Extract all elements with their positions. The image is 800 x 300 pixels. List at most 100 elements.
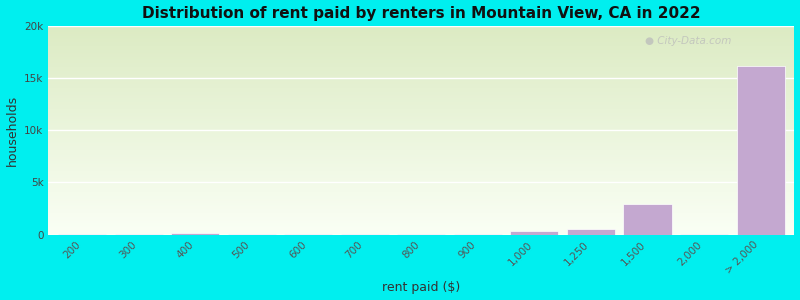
Bar <box>48 35 794 36</box>
Bar <box>284 234 332 235</box>
Bar <box>48 90 794 91</box>
Bar <box>48 58 794 59</box>
Bar <box>48 192 794 193</box>
Bar <box>48 142 794 143</box>
Bar <box>48 104 794 105</box>
Bar <box>48 75 794 76</box>
Bar <box>48 184 794 185</box>
Bar <box>737 65 785 235</box>
Bar <box>48 179 794 180</box>
Bar <box>48 189 794 190</box>
Bar <box>48 96 794 97</box>
Bar <box>48 134 794 135</box>
Bar <box>48 163 794 164</box>
Bar <box>48 65 794 66</box>
Bar <box>48 173 794 174</box>
Bar <box>48 82 794 83</box>
Bar <box>48 87 794 88</box>
Bar <box>48 136 794 137</box>
Bar <box>48 34 794 35</box>
Bar <box>48 64 794 65</box>
Bar <box>48 106 794 107</box>
Bar <box>48 224 794 225</box>
Bar <box>48 164 794 165</box>
Bar <box>48 122 794 123</box>
Bar <box>48 77 794 78</box>
Bar <box>48 29 794 30</box>
Bar <box>48 37 794 38</box>
Bar <box>48 67 794 68</box>
Bar <box>48 70 794 71</box>
Bar <box>48 180 794 181</box>
Bar <box>48 200 794 201</box>
Bar <box>48 152 794 153</box>
Bar <box>48 234 794 235</box>
Bar <box>48 229 794 230</box>
Bar <box>48 31 794 32</box>
Bar <box>48 54 794 55</box>
Bar <box>48 117 794 118</box>
Bar <box>48 161 794 162</box>
Bar <box>48 195 794 196</box>
Bar <box>48 138 794 139</box>
Bar <box>48 115 794 116</box>
Bar <box>48 112 794 113</box>
Bar <box>48 227 794 228</box>
Bar <box>680 234 728 235</box>
Bar <box>48 100 794 101</box>
Bar <box>48 42 794 43</box>
Bar <box>48 156 794 157</box>
Bar <box>48 30 794 31</box>
Bar <box>48 218 794 219</box>
Bar <box>48 231 794 232</box>
Bar <box>48 143 794 144</box>
Bar <box>48 114 794 115</box>
Bar <box>48 79 794 80</box>
Bar <box>48 151 794 152</box>
Bar <box>48 98 794 99</box>
Bar <box>48 118 794 119</box>
Bar <box>48 128 794 129</box>
Bar <box>48 202 794 203</box>
Bar <box>48 85 794 86</box>
Bar <box>48 207 794 208</box>
Bar <box>48 36 794 37</box>
Bar <box>48 44 794 45</box>
Bar <box>48 185 794 186</box>
Bar <box>48 108 794 109</box>
Bar <box>48 120 794 121</box>
Bar <box>48 172 794 173</box>
Bar <box>48 145 794 146</box>
Bar <box>48 221 794 222</box>
Bar <box>48 89 794 90</box>
Bar <box>48 208 794 209</box>
Bar <box>48 97 794 98</box>
Bar <box>48 165 794 166</box>
Bar <box>48 193 794 194</box>
Bar <box>48 168 794 169</box>
Bar <box>48 52 794 53</box>
Bar <box>48 101 794 102</box>
Bar <box>48 92 794 93</box>
Bar <box>48 43 794 44</box>
Bar <box>48 40 794 41</box>
Bar <box>48 233 794 234</box>
Bar <box>48 226 794 227</box>
Bar <box>48 69 794 70</box>
Bar <box>48 147 794 148</box>
Bar <box>48 40 794 41</box>
Bar <box>48 61 794 62</box>
Bar <box>48 191 794 192</box>
Bar <box>48 181 794 182</box>
Bar <box>48 59 794 60</box>
Bar <box>48 78 794 79</box>
Bar <box>48 33 794 34</box>
Bar <box>48 95 794 96</box>
Bar <box>48 141 794 142</box>
Bar <box>48 213 794 214</box>
Bar <box>48 215 794 216</box>
Bar <box>48 73 794 74</box>
Bar <box>48 28 794 29</box>
Bar <box>48 103 794 104</box>
Bar <box>48 188 794 189</box>
